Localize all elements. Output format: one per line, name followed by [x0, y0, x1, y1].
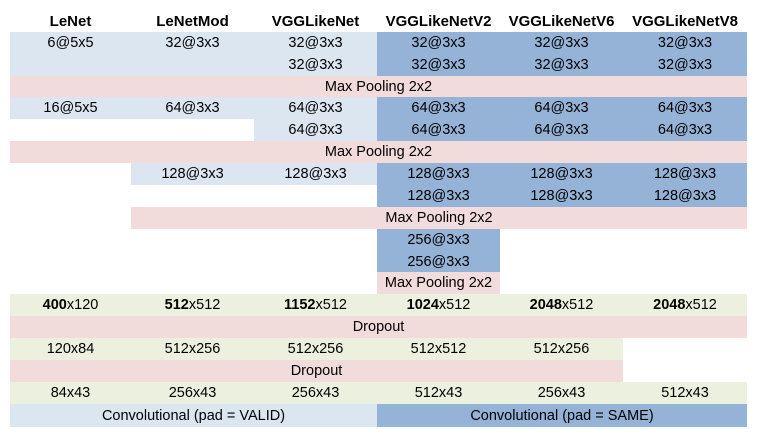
vgglikenetv6-conv3b: 128@3x3	[500, 185, 623, 207]
vgglikenetv2-conv1b: 32@3x3	[377, 54, 500, 76]
lenetmod-fc3: 256x43	[131, 382, 254, 404]
vgglikenetv8-conv1a: 32@3x3	[623, 32, 747, 54]
column-header-1: LeNetMod	[131, 10, 254, 32]
vgglikenet-conv1b: 32@3x3	[254, 54, 377, 76]
vgglikenetv2-conv3a: 128@3x3	[377, 163, 500, 185]
column-header-4: VGGLikeNetV6	[500, 10, 623, 32]
vgglikenet-conv3: 128@3x3	[254, 163, 377, 185]
vgglikenetv6-fc1-rest: x512	[561, 297, 594, 313]
footer-valid-padding: Convolutional (pad = VALID)	[10, 404, 377, 427]
vgglikenetv8-conv3a: 128@3x3	[623, 163, 747, 185]
vgglikenetv6-conv2a: 64@3x3	[500, 97, 623, 119]
lenetmod-fc1: 512 x512	[131, 294, 254, 316]
vgglikenetv6-fc1-bold: 2048	[529, 297, 562, 313]
vgglikenetv8-fc3: 512x43	[623, 382, 747, 404]
vgglikenetv2-fc1-bold: 1024	[406, 297, 439, 313]
column-header-0: LeNet	[10, 10, 131, 32]
lenet-conv1: 6@5x5	[10, 32, 131, 54]
vgglikenetv2-fc3: 512x43	[377, 382, 500, 404]
max-pooling-2: Max Pooling 2x2	[10, 141, 747, 163]
vgglikenetv6-conv2b: 64@3x3	[500, 119, 623, 141]
lenetmod-fc1-rest: x512	[188, 297, 221, 313]
vgglikenet-conv2b: 64@3x3	[254, 119, 377, 141]
vgglikenetv6-conv1a: 32@3x3	[500, 32, 623, 54]
vgglikenet-fc3: 256x43	[254, 382, 377, 404]
column-header-2: VGGLikeNet	[254, 10, 377, 32]
vgglikenet-conv1a: 32@3x3	[254, 32, 377, 54]
vgglikenetv8-fc1-bold: 2048	[653, 297, 686, 313]
lenet-fc1-rest: x120	[66, 297, 99, 313]
column-header-5: VGGLikeNetV8	[623, 10, 747, 32]
lenet-fc3: 84x43	[10, 382, 131, 404]
column-header-3: VGGLikeNetV2	[377, 10, 500, 32]
vgglikenetv2-fc1-rest: x512	[438, 297, 471, 313]
vgglikenetv6-conv3a: 128@3x3	[500, 163, 623, 185]
vgglikenetv6-conv1b: 32@3x3	[500, 54, 623, 76]
vgglikenetv8-fc1-rest: x512	[685, 297, 717, 313]
vgglikenetv2-fc2: 512x512	[377, 338, 500, 360]
lenet-fc2: 120x84	[10, 338, 131, 360]
vgglikenet-conv2a: 64@3x3	[254, 97, 377, 119]
vgglikenetv8-fc1: 2048 x512	[623, 294, 747, 316]
vgglikenetv2-conv3b: 128@3x3	[377, 185, 500, 207]
max-pooling-4: Max Pooling 2x2	[377, 272, 500, 294]
vgglikenet-fc1-rest: x512	[315, 297, 347, 313]
vgglikenetv8-conv2b: 64@3x3	[623, 119, 747, 141]
dropout-2: Dropout	[10, 360, 623, 382]
lenetmod-conv2: 64@3x3	[131, 97, 254, 119]
lenet-conv2: 16@5x5	[10, 97, 131, 119]
dropout-1: Dropout	[10, 316, 747, 338]
lenet-fc1-bold: 400	[42, 297, 67, 313]
lenetmod-conv1: 32@3x3	[131, 32, 254, 54]
vgglikenetv8-conv1b: 32@3x3	[623, 54, 747, 76]
vgglikenetv2-conv2a: 64@3x3	[377, 97, 500, 119]
vgglikenet-fc2: 512x256	[254, 338, 377, 360]
lenet-fc1: 400 x120	[10, 294, 131, 316]
vgglikenet-fc1: 1152 x512	[254, 294, 377, 316]
vgglikenetv2-conv4b: 256@3x3	[377, 251, 500, 272]
vgglikenetv6-fc1: 2048 x512	[500, 294, 623, 316]
max-pooling-3: Max Pooling 2x2	[131, 207, 747, 229]
vgglikenetv6-fc2: 512x256	[500, 338, 623, 360]
vgglikenetv8-conv2a: 64@3x3	[623, 97, 747, 119]
footer-same-padding: Convolutional (pad = SAME)	[377, 404, 747, 427]
vgglikenetv8-conv3b: 128@3x3	[623, 185, 747, 207]
lenetmod-fc2: 512x256	[131, 338, 254, 360]
vgglikenetv2-conv1a: 32@3x3	[377, 32, 500, 54]
vgglikenetv2-conv2b: 64@3x3	[377, 119, 500, 141]
vgglikenetv6-fc3: 256x43	[500, 382, 623, 404]
lenetmod-conv3: 128@3x3	[131, 163, 254, 185]
vgglikenetv2-fc1: 1024 x512	[377, 294, 500, 316]
vgglikenet-fc1-bold: 1152	[284, 297, 316, 313]
max-pooling-1: Max Pooling 2x2	[10, 76, 747, 97]
lenetmod-fc1-bold: 512	[164, 297, 189, 313]
vgglikenetv2-conv4a: 256@3x3	[377, 229, 500, 251]
